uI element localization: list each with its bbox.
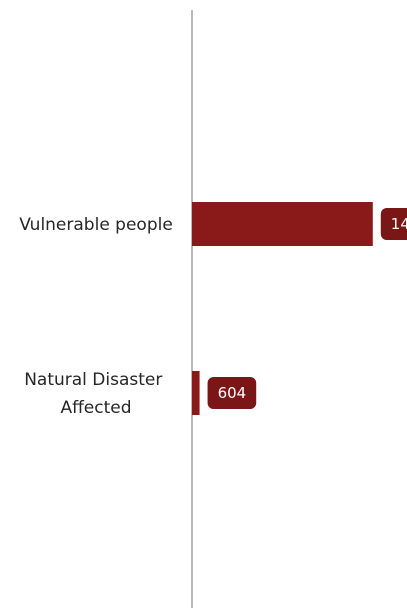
bar — [192, 371, 200, 415]
category-label: Natural Disaster Affected — [24, 370, 168, 418]
category-label-line: Affected — [60, 398, 131, 418]
category-row: 14,429 Vulnerable people — [19, 202, 407, 246]
value-label-box — [380, 208, 407, 240]
value-label: 14,429 — [391, 215, 407, 233]
category-label-line: Vulnerable people — [19, 215, 173, 235]
category-label-line: Natural Disaster — [24, 370, 162, 390]
value-label: 604 — [218, 384, 247, 402]
category-label: Vulnerable people — [19, 215, 173, 235]
bar — [192, 202, 373, 246]
category-row: 604 Natural Disaster Affected — [24, 370, 257, 418]
value-label-box — [207, 377, 257, 409]
